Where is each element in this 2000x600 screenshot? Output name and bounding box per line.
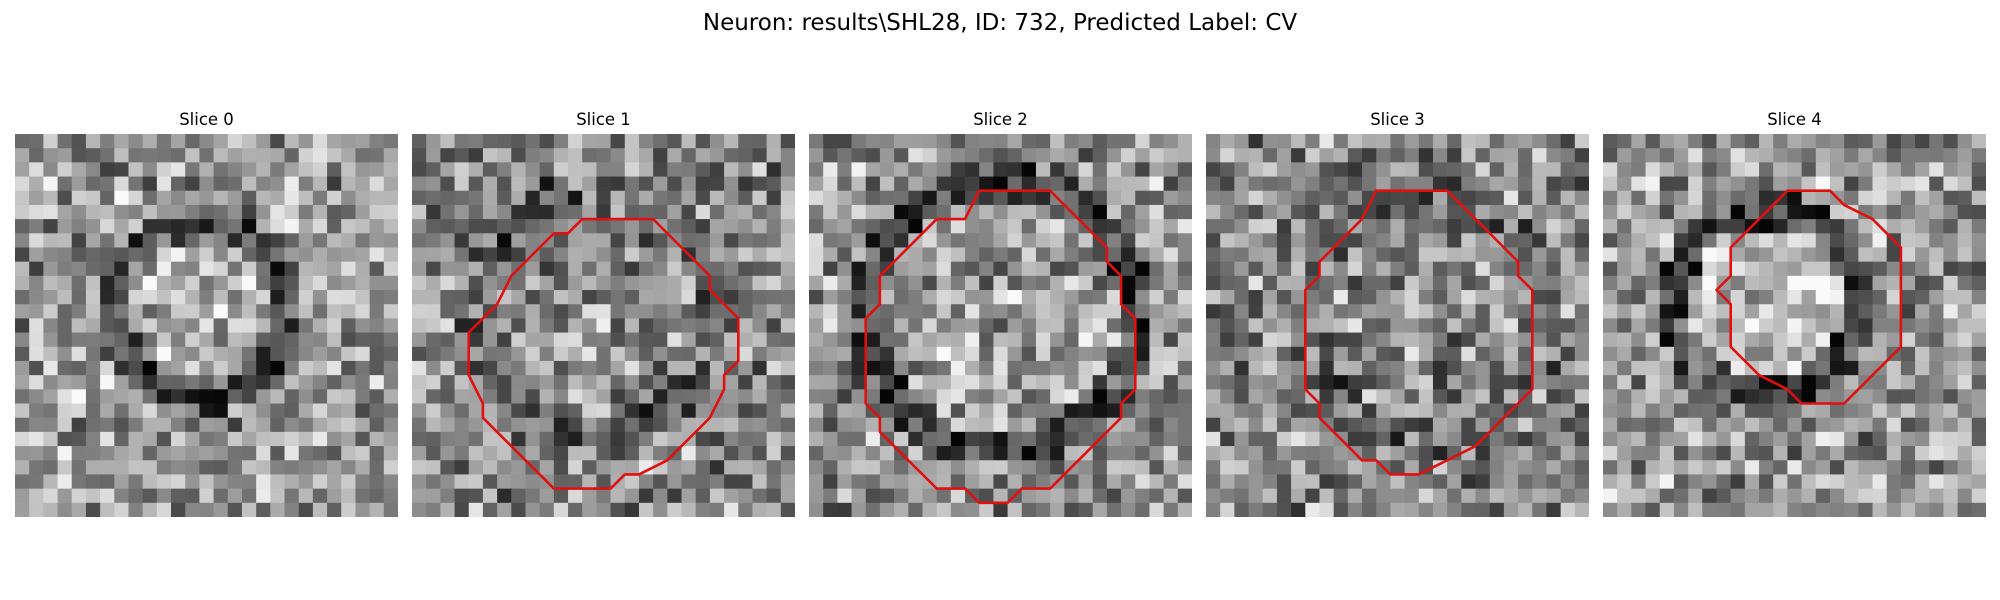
roi-contour bbox=[1304, 189, 1534, 476]
roi-contour bbox=[467, 217, 740, 490]
roi-contour bbox=[864, 189, 1137, 505]
slice-image bbox=[15, 134, 398, 517]
slice-title: Slice 3 bbox=[1370, 110, 1425, 129]
slice-image bbox=[1603, 134, 1986, 517]
slice-image bbox=[412, 134, 795, 517]
pixel-grid bbox=[15, 134, 398, 517]
slice-title: Slice 2 bbox=[973, 110, 1028, 129]
figure-title: Neuron: results\SHL28, ID: 732, Predicte… bbox=[702, 10, 1298, 36]
slice-title: Slice 4 bbox=[1767, 110, 1822, 129]
slice-image bbox=[809, 134, 1192, 517]
pixel-grid bbox=[809, 134, 1192, 517]
pixel-grid bbox=[1206, 134, 1589, 517]
pixel-grid bbox=[1603, 134, 1986, 517]
slice-title: Slice 0 bbox=[179, 110, 234, 129]
roi-contour bbox=[1715, 189, 1903, 405]
slice-image bbox=[1206, 134, 1589, 517]
slice-title: Slice 1 bbox=[576, 110, 631, 129]
pixel-grid bbox=[412, 134, 795, 517]
